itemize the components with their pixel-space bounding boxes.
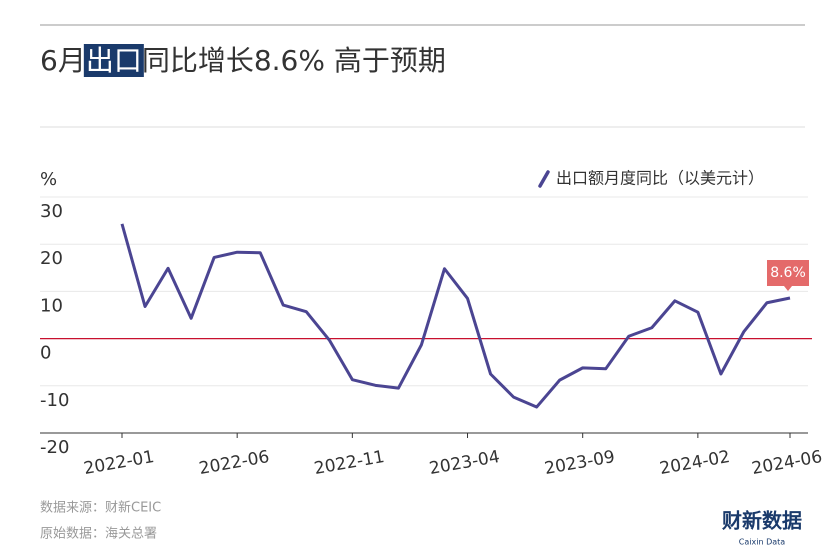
x-tick-label: 2022-01 — [82, 447, 155, 479]
note: 原始数据：海关总署 — [40, 527, 157, 542]
y-tick-label: 10 — [40, 295, 63, 316]
x-tick-label: 2022-06 — [197, 447, 270, 479]
legend-swatch — [538, 170, 550, 188]
title: 6月出口同比增长8.6% 高于预期 — [40, 44, 446, 77]
title-highlight — [83, 44, 144, 77]
title-text: 6月出口同比增长8.6% 高于预期 — [40, 44, 446, 77]
x-tick-label: 2024-02 — [658, 447, 731, 479]
x-tick-label: 2024-06 — [750, 447, 823, 479]
y-tick-label: -10 — [40, 390, 69, 411]
series-line — [120, 223, 791, 409]
x-tick-label: 2022-11 — [313, 447, 386, 479]
x-tick-label: 2023-09 — [543, 447, 616, 479]
title-part: 出口 — [86, 44, 142, 77]
logo: 财新数据 — [722, 509, 802, 533]
y-tick-label: 20 — [40, 248, 63, 269]
value-badge — [767, 260, 809, 292]
note: 数据来源：财新CEIC — [40, 500, 161, 516]
value-label: 8.6% — [770, 265, 806, 281]
y-tick-label: 0 — [40, 343, 51, 364]
title-part: 同比增长8.6% 高于预期 — [142, 44, 446, 77]
y-tick-label: 30 — [40, 201, 63, 222]
y-unit: % — [40, 169, 57, 190]
y-tick-label: -20 — [40, 437, 69, 458]
x-tick-label: 2023-04 — [428, 447, 501, 479]
logo-sub: Caixin Data — [739, 538, 785, 547]
title-part: 6月 — [40, 44, 86, 77]
legend-label: 出口额月度同比（以美元计） — [556, 169, 764, 188]
